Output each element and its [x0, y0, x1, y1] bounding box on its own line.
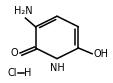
Text: Cl: Cl [7, 68, 17, 78]
Text: O: O [10, 48, 18, 58]
Text: OH: OH [92, 49, 107, 59]
Text: H₂N: H₂N [14, 6, 32, 16]
Text: NH: NH [49, 63, 64, 73]
Text: H: H [24, 68, 31, 78]
